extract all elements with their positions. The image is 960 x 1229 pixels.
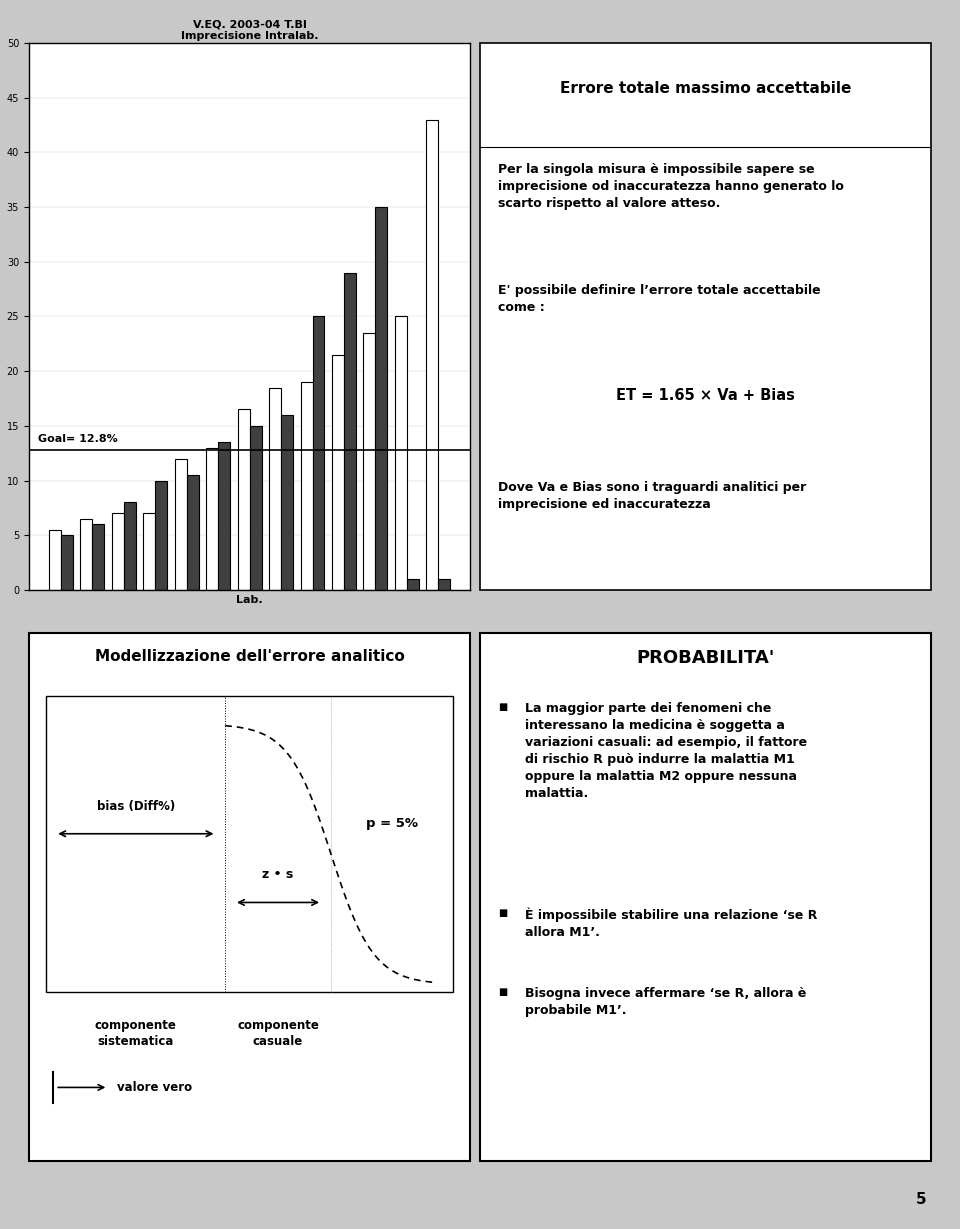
Bar bbox=[439, 579, 450, 590]
Text: 5: 5 bbox=[916, 1192, 926, 1207]
Bar bbox=[313, 316, 324, 590]
Text: Errore totale massimo accettabile: Errore totale massimo accettabile bbox=[560, 81, 852, 96]
Bar bbox=[364, 333, 375, 590]
Text: La maggior parte dei fenomeni che
interessano la medicina è soggetta a
variazion: La maggior parte dei fenomeni che intere… bbox=[525, 702, 807, 800]
Bar bbox=[186, 476, 199, 590]
Bar bbox=[300, 382, 313, 590]
Text: z • s: z • s bbox=[262, 869, 294, 881]
Bar bbox=[269, 387, 281, 590]
Bar bbox=[281, 415, 293, 590]
Bar bbox=[46, 697, 453, 992]
Bar bbox=[375, 208, 388, 590]
Bar bbox=[344, 273, 356, 590]
Text: Goal= 12.8%: Goal= 12.8% bbox=[37, 434, 117, 445]
Text: E' possibile definire l’errore totale accettabile
come :: E' possibile definire l’errore totale ac… bbox=[498, 284, 821, 313]
Bar bbox=[49, 530, 60, 590]
Bar bbox=[218, 442, 230, 590]
Legend: VEQ 2004, VEQ 2003: VEQ 2004, VEQ 2003 bbox=[160, 676, 339, 694]
Bar bbox=[175, 458, 186, 590]
Bar bbox=[92, 525, 105, 590]
Bar bbox=[60, 536, 73, 590]
Bar bbox=[156, 481, 167, 590]
Text: PROBABILITA': PROBABILITA' bbox=[636, 649, 775, 667]
Bar bbox=[81, 519, 92, 590]
Text: valore vero: valore vero bbox=[117, 1082, 192, 1094]
Text: bias (Diff%): bias (Diff%) bbox=[97, 800, 175, 812]
Bar bbox=[206, 447, 218, 590]
Bar bbox=[143, 514, 156, 590]
Y-axis label: C.V.: C.V. bbox=[0, 305, 1, 328]
Bar bbox=[395, 316, 407, 590]
Text: ■: ■ bbox=[498, 987, 507, 997]
Bar bbox=[124, 503, 135, 590]
Bar bbox=[238, 409, 250, 590]
Text: Bisogna invece affermare ‘se R, allora è
probabile M1’.: Bisogna invece affermare ‘se R, allora è… bbox=[525, 987, 806, 1018]
Text: ET = 1.65 × Va + Bias: ET = 1.65 × Va + Bias bbox=[616, 387, 795, 403]
Text: Per la singola misura è impossibile sapere se
imprecisione od inaccuratezza hann: Per la singola misura è impossibile sape… bbox=[498, 163, 844, 210]
X-axis label: Lab.: Lab. bbox=[236, 596, 263, 606]
Bar bbox=[250, 426, 261, 590]
Text: È impossibile stabilire una relazione ‘se R
allora M1’.: È impossibile stabilire una relazione ‘s… bbox=[525, 908, 818, 939]
Text: componente
casuale: componente casuale bbox=[237, 1019, 319, 1047]
Bar bbox=[111, 514, 124, 590]
Text: Modellizzazione dell'errore analitico: Modellizzazione dell'errore analitico bbox=[95, 649, 404, 664]
Bar bbox=[332, 355, 344, 590]
Title: V.EQ. 2003-04 T.BI
Imprecisione Intralab.: V.EQ. 2003-04 T.BI Imprecisione Intralab… bbox=[180, 20, 319, 41]
Text: p = 5%: p = 5% bbox=[366, 817, 418, 830]
Text: ■: ■ bbox=[498, 702, 507, 712]
Text: componente
sistematica: componente sistematica bbox=[95, 1019, 177, 1047]
Bar bbox=[407, 579, 419, 590]
Bar bbox=[426, 119, 439, 590]
Text: Dove Va e Bias sono i traguardi analitici per
imprecisione ed inaccuratezza: Dove Va e Bias sono i traguardi analitic… bbox=[498, 481, 806, 510]
Text: ■: ■ bbox=[498, 908, 507, 918]
